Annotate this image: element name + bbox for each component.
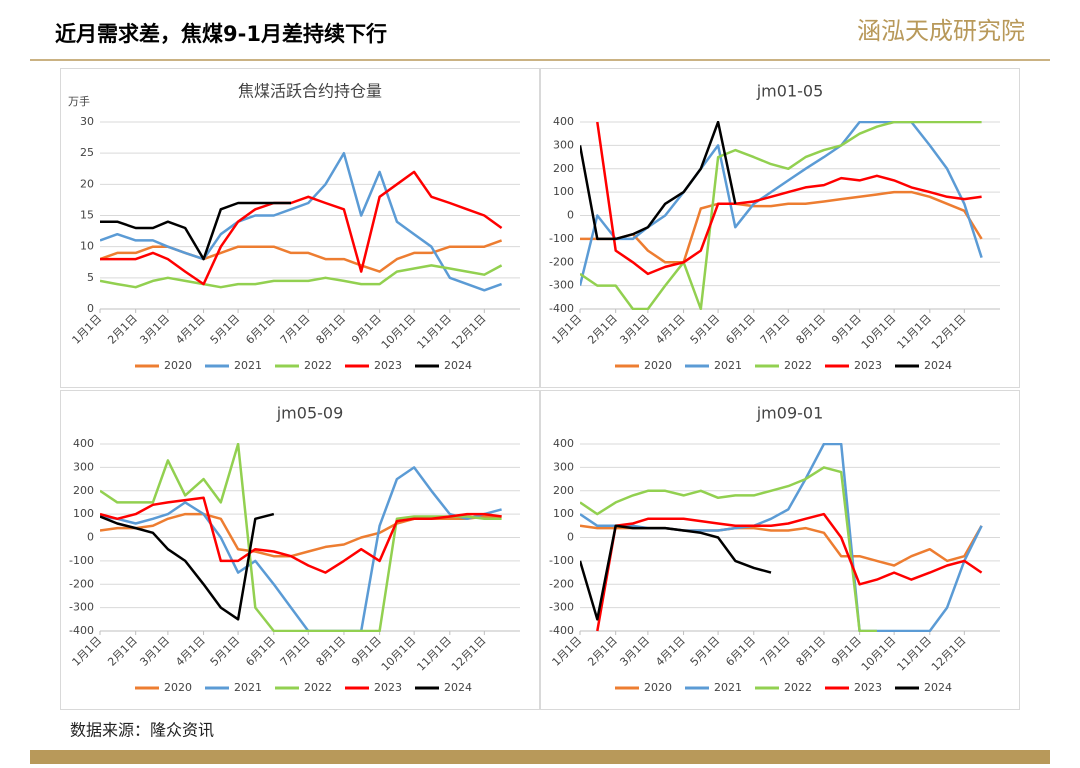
- chart-panel: jm09-01-400-300-200-10001002003004001月1日…: [540, 390, 1020, 710]
- series-line: [100, 264, 503, 289]
- series-line: [100, 512, 275, 621]
- legend-label: 2024: [444, 359, 472, 372]
- legend-label: 2021: [234, 681, 262, 694]
- series-line: [580, 524, 772, 621]
- series-line: [580, 121, 737, 241]
- y-tick-label: 10: [80, 240, 94, 253]
- legend-label: 2020: [644, 359, 672, 372]
- legend-label: 2024: [924, 359, 952, 372]
- legend-label: 2023: [854, 359, 882, 372]
- y-tick-label: 300: [553, 138, 574, 151]
- chart-title: jm09-01: [756, 404, 824, 423]
- y-tick-label: -100: [549, 554, 574, 567]
- y-tick-label: 5: [87, 271, 94, 284]
- y-tick-label: -200: [69, 577, 94, 590]
- legend-label: 2020: [164, 359, 192, 372]
- y-tick-label: 100: [553, 185, 574, 198]
- y-tick-label: 30: [80, 115, 94, 128]
- series-line: [100, 151, 503, 292]
- series-line: [580, 121, 982, 310]
- legend-label: 2021: [714, 359, 742, 372]
- y-tick-label: 400: [73, 437, 94, 450]
- y-tick-label: 100: [553, 507, 574, 520]
- chart-panel: jm05-09-400-300-200-10001002003004001月1日…: [60, 390, 540, 710]
- series-line: [100, 201, 291, 261]
- y-tick-label: -400: [69, 624, 94, 637]
- y-tick-label: -400: [549, 302, 574, 315]
- y-axis-label: 万手: [68, 94, 90, 108]
- logo: 涵泓天成研究院: [857, 17, 1025, 45]
- y-tick-label: 15: [80, 209, 94, 222]
- y-tick-label: -400: [549, 624, 574, 637]
- series-line: [100, 466, 502, 632]
- footer-band: [30, 750, 1050, 764]
- chart-title: 焦煤活跃合约持仓量: [238, 82, 382, 101]
- series-line: [580, 466, 877, 632]
- chart-panel: jm01-05-400-300-200-10001002003004001月1日…: [540, 68, 1020, 388]
- y-tick-label: 0: [567, 209, 574, 222]
- y-tick-label: 200: [73, 484, 94, 497]
- legend-label: 2022: [304, 359, 332, 372]
- legend-label: 2022: [304, 681, 332, 694]
- slide-title: 近月需求差，焦煤9-1月差持续下行: [55, 22, 387, 46]
- series-line: [100, 170, 503, 286]
- series-line: [596, 121, 982, 276]
- y-tick-label: -100: [549, 232, 574, 245]
- chart-title: jm05-09: [276, 404, 344, 423]
- y-tick-label: 0: [87, 302, 94, 315]
- y-tick-label: 0: [567, 531, 574, 544]
- y-tick-label: 25: [80, 146, 94, 159]
- y-tick-label: -300: [549, 601, 574, 614]
- chart-title: jm01-05: [756, 82, 824, 101]
- y-tick-label: -200: [549, 577, 574, 590]
- series-line: [100, 443, 502, 632]
- y-tick-label: 200: [553, 162, 574, 175]
- y-tick-label: 400: [553, 115, 574, 128]
- series-line: [100, 496, 502, 574]
- y-tick-label: -300: [69, 601, 94, 614]
- y-tick-label: 20: [80, 177, 94, 190]
- legend-label: 2023: [374, 681, 402, 694]
- y-tick-label: 300: [73, 460, 94, 473]
- y-tick-label: 0: [87, 531, 94, 544]
- y-tick-label: 300: [553, 460, 574, 473]
- series-line: [580, 190, 983, 264]
- legend-label: 2023: [854, 681, 882, 694]
- y-tick-label: 100: [73, 507, 94, 520]
- y-tick-label: 200: [553, 484, 574, 497]
- y-tick-label: 400: [553, 437, 574, 450]
- legend-label: 2022: [784, 681, 812, 694]
- legend-label: 2024: [444, 681, 472, 694]
- legend-label: 2021: [714, 681, 742, 694]
- legend-label: 2020: [644, 681, 672, 694]
- legend-label: 2022: [784, 359, 812, 372]
- source: 数据来源：隆众资讯: [70, 721, 214, 740]
- legend-label: 2024: [924, 681, 952, 694]
- legend-label: 2021: [234, 359, 262, 372]
- legend-label: 2023: [374, 359, 402, 372]
- y-tick-label: -100: [69, 554, 94, 567]
- legend-label: 2020: [164, 681, 192, 694]
- y-tick-label: -300: [549, 279, 574, 292]
- y-tick-label: -200: [549, 255, 574, 268]
- series-line: [596, 512, 983, 632]
